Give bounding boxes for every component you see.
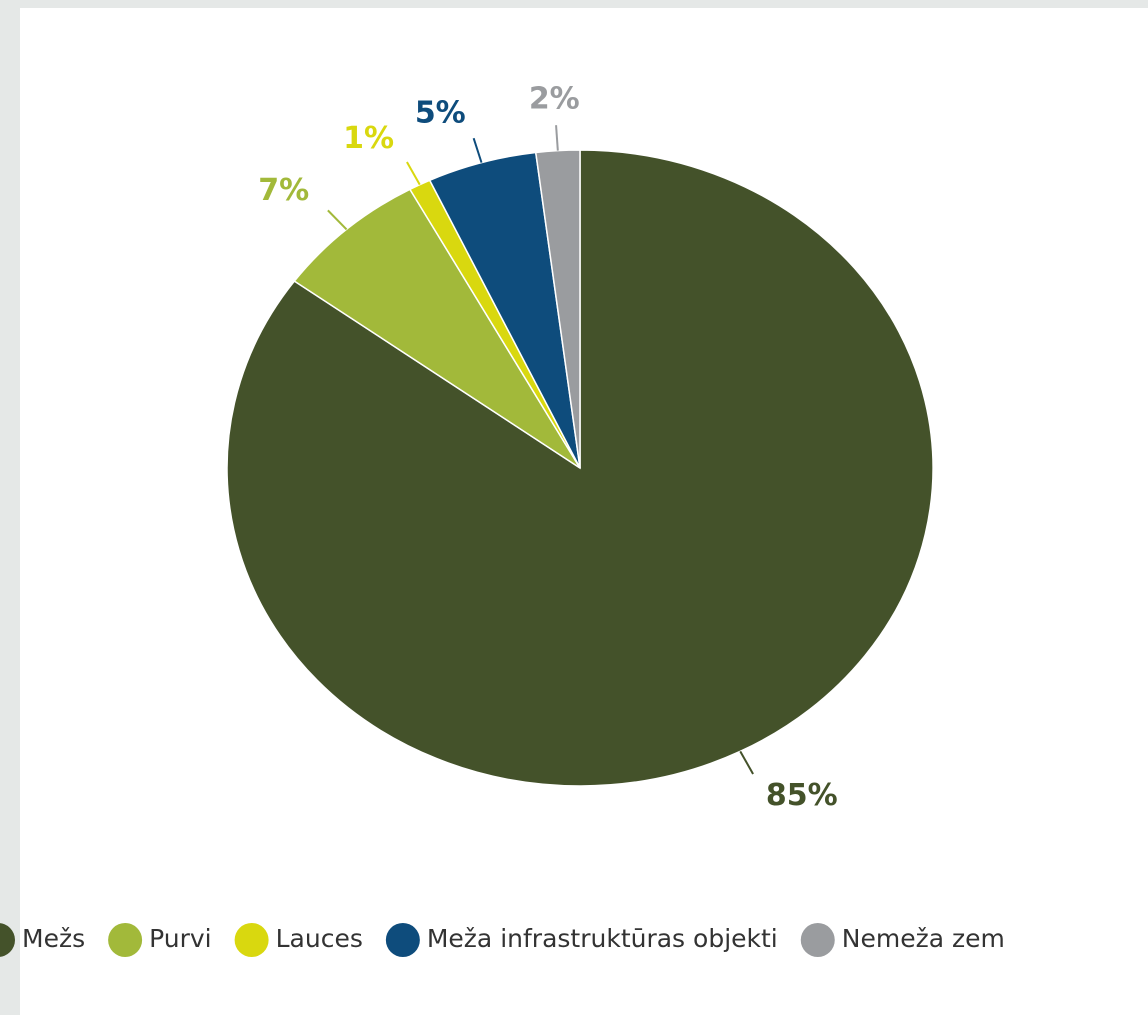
legend-label: Mežs <box>22 924 85 953</box>
pie-slice <box>534 149 581 469</box>
legend-swatch <box>800 923 835 957</box>
data-label: 2% <box>529 81 580 116</box>
legend-swatch <box>0 923 15 957</box>
leader-line <box>472 137 483 163</box>
leader-line <box>555 125 559 151</box>
legend-label: Nemeža zem <box>842 924 1005 953</box>
data-label: 5% <box>415 95 466 130</box>
data-label: 7% <box>258 173 309 208</box>
legend-label: Purvi <box>149 924 212 953</box>
legend-swatch <box>385 923 420 957</box>
leader-line <box>327 209 348 231</box>
leader-line <box>739 750 754 775</box>
legend-label: Meža infrastruktūras objekti <box>427 924 778 953</box>
legend-label: Lauces <box>276 924 363 953</box>
legend-swatch <box>234 923 269 957</box>
data-label: 85% <box>766 778 838 813</box>
legend-swatch <box>108 923 143 957</box>
data-label: 1% <box>343 121 394 156</box>
leader-line <box>406 161 421 186</box>
